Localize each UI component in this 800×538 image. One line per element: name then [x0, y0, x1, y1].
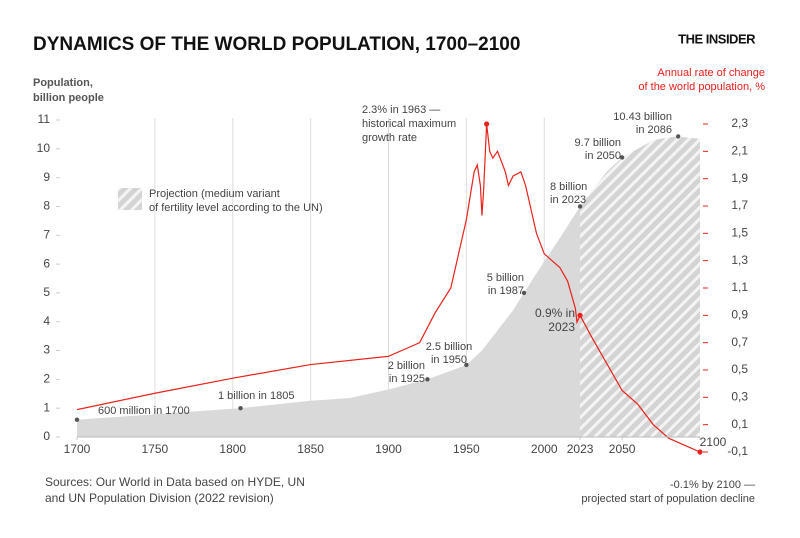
- y2-tick-label: 0,1: [731, 417, 748, 431]
- y2-tick-label: 0,3: [731, 390, 748, 404]
- annotation-dot: [619, 155, 625, 160]
- y-tick-label: 4: [43, 314, 50, 328]
- annotation: 2 billion: [388, 360, 425, 372]
- y-tick-label: 3: [43, 343, 50, 357]
- y2-tick-label: -0,1: [727, 444, 748, 458]
- annotation-dot: [238, 405, 243, 411]
- x-tick-label: 1850: [297, 442, 324, 456]
- rate-dot: [484, 121, 490, 127]
- y2-tick-label: 1,7: [731, 198, 748, 212]
- annotation: in 1987: [488, 285, 524, 297]
- y2-tick-label: 2,3: [731, 116, 748, 130]
- annotation: 5 billion: [487, 272, 524, 284]
- annotation: 2.5 billion: [426, 341, 472, 353]
- annotation-dot: [464, 362, 469, 368]
- x-tick-label: 2000: [531, 442, 558, 456]
- annotation-dot: [74, 417, 80, 422]
- x-tick-label: 2050: [609, 442, 636, 456]
- population-area: [77, 206, 581, 437]
- y-tick-label: 10: [37, 141, 51, 155]
- y-axis-label: billion people: [33, 92, 104, 104]
- annotation-dot: [521, 290, 527, 296]
- y2-tick-label: 2,1: [731, 144, 748, 158]
- x-tick-label: 2100: [700, 435, 727, 449]
- x-tick-label: 1800: [219, 442, 246, 456]
- y2-tick-label: 1,9: [731, 171, 748, 185]
- annotation: in 2023: [550, 194, 586, 206]
- y-axis-label: Population,: [33, 77, 93, 89]
- rate-line: [76, 123, 701, 453]
- rate-annotation: -0.1% by 2100 —: [670, 479, 755, 491]
- annotation: in 1950: [431, 354, 467, 366]
- annotation-dot: [577, 204, 583, 209]
- y2-tick-label: 1,3: [731, 253, 748, 267]
- y-tick-label: 11: [38, 112, 51, 126]
- rate-dot: [577, 312, 583, 318]
- rate-annotation: historical maximum: [362, 118, 456, 130]
- rate-annotation: projected start of population decline: [581, 493, 755, 505]
- y2-tick-label: 0,9: [731, 308, 748, 322]
- y-tick-label: 9: [43, 170, 50, 184]
- annotation: 10.43 billion: [613, 111, 672, 123]
- y2-tick-label: 1,1: [731, 280, 748, 294]
- projection-area: [580, 136, 700, 437]
- x-tick-label: 1900: [375, 442, 402, 456]
- y-tick-label: 5: [43, 285, 50, 299]
- source: Sources: Our World in Data based on HYDE…: [45, 475, 305, 489]
- x-tick-label: 1700: [64, 442, 91, 456]
- y2-axis-label: of the world population, %: [638, 81, 765, 93]
- y-tick-label: 2: [43, 372, 50, 386]
- annotation: in 2086: [636, 124, 672, 136]
- rate-annotation: growth rate: [362, 132, 417, 144]
- annotation-dot: [425, 377, 430, 382]
- x-tick-label: 2023: [567, 442, 594, 456]
- y2-axis-label: Annual rate of change: [657, 67, 765, 79]
- annotation: 9.7 billion: [575, 137, 621, 149]
- chart-title: DYNAMICS OF THE WORLD POPULATION, 1700–2…: [33, 34, 520, 55]
- x-tick-label: 1750: [142, 442, 169, 456]
- brand: THE INSIDER: [678, 31, 756, 46]
- legend-label: of fertility level according to the UN): [149, 202, 323, 214]
- rate-annotation: 2023: [548, 320, 575, 334]
- y2-tick-label: 0,5: [731, 362, 748, 376]
- y-tick-label: 1: [43, 400, 50, 414]
- x-tick-label: 1950: [453, 442, 480, 456]
- rate-annotation: 2.3% in 1963 —: [362, 104, 440, 116]
- legend-label: Projection (medium variant: [149, 188, 280, 200]
- y-tick-label: 8: [43, 199, 50, 213]
- y-tick-label: 7: [43, 227, 50, 241]
- annotation: in 1925: [389, 373, 425, 385]
- legend-swatch: [118, 188, 142, 210]
- y2-tick-label: 0,7: [731, 335, 748, 349]
- annotation-dot: [675, 134, 681, 139]
- annotation: 600 million in 1700: [98, 405, 190, 417]
- y2-tick-label: 1,5: [731, 226, 748, 240]
- rate-dot: [697, 449, 703, 455]
- rate-annotation: 0.9% in: [535, 306, 575, 320]
- annotation: 8 billion: [550, 181, 587, 193]
- annotation: in 2050: [585, 150, 621, 162]
- y-tick-label: 0: [43, 429, 50, 443]
- annotation: 1 billion in 1805: [218, 390, 294, 402]
- source: and UN Population Division (2022 revisio…: [45, 491, 274, 505]
- y-tick-label: 6: [43, 256, 50, 270]
